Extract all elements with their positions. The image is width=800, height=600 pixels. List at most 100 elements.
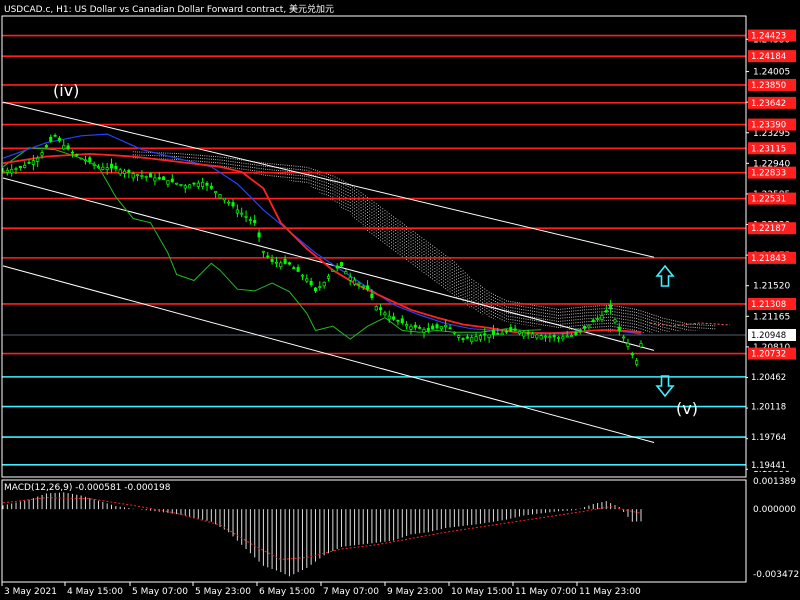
candle-body xyxy=(539,335,543,340)
candle-body xyxy=(622,336,626,339)
candle-body xyxy=(591,319,595,323)
candle-body xyxy=(387,315,391,320)
candle-body xyxy=(188,184,192,189)
level-badge-bg xyxy=(748,166,796,179)
candle-body xyxy=(83,159,88,162)
time-tick-label: 11 May 07:00 xyxy=(515,587,577,597)
main-panel-border xyxy=(1,15,747,478)
level-badges: 1.24423 1.24184 1.23850 1.23642 1.23390 1.231… xyxy=(748,29,796,471)
candle-body xyxy=(565,335,569,338)
candle-body xyxy=(44,145,48,148)
level-badge-bg xyxy=(748,370,796,383)
candle-body xyxy=(361,285,365,288)
level-badge-text: 1.22187 xyxy=(751,224,786,234)
macd-tick-label: 0.001389 xyxy=(753,477,796,487)
candle-body xyxy=(114,166,118,169)
candle-body xyxy=(92,163,96,166)
candle-body xyxy=(530,333,535,338)
hollow-up-arrow-icon xyxy=(655,264,675,287)
candle-body xyxy=(53,135,57,137)
candle-body xyxy=(348,276,352,281)
candle-body xyxy=(118,169,122,175)
price-tick-label: 1.22940 xyxy=(753,159,790,169)
candle-body xyxy=(431,325,435,330)
time-tick-label: 5 May 23:00 xyxy=(195,587,251,597)
candle-body xyxy=(14,168,18,170)
candle-body xyxy=(491,329,495,335)
time-tick-label: 7 May 07:00 xyxy=(323,587,379,597)
time-tick-label: 10 May 15:00 xyxy=(451,587,513,597)
candle-body xyxy=(383,312,387,316)
price-tick-label: 1.21165 xyxy=(753,312,790,322)
macd-panel-border xyxy=(1,479,747,583)
candle-body xyxy=(157,177,161,180)
level-badge-text: 1.23850 xyxy=(751,81,786,91)
candle-body xyxy=(600,315,604,320)
macd-label: MACD(12,26,9) -0.000581 -0.000198 xyxy=(4,483,171,493)
candle-body xyxy=(240,212,244,215)
candle-body xyxy=(474,336,478,342)
candle-body xyxy=(353,279,357,285)
candle-body xyxy=(131,173,135,179)
candle-body xyxy=(413,324,417,328)
chart-title: USDCAD.c, H1: US Dollar vs Canadian Doll… xyxy=(4,3,334,15)
candle-body xyxy=(79,157,83,160)
candle-body xyxy=(392,316,396,320)
level-badge-bg xyxy=(748,328,796,341)
candle-body xyxy=(305,278,309,282)
macd-tick-label: 0.000000 xyxy=(753,505,796,515)
candle-body xyxy=(322,281,326,287)
candle-body xyxy=(209,186,213,189)
candle-body xyxy=(309,280,313,286)
candle-body xyxy=(583,325,587,329)
candle-body xyxy=(300,274,305,277)
candle-body xyxy=(561,336,565,340)
candle-body xyxy=(344,271,348,275)
candle-body xyxy=(596,318,600,321)
level-badge-text: 1.20732 xyxy=(751,350,786,360)
candle-body xyxy=(400,318,404,324)
candle-body xyxy=(140,175,144,177)
level-badge-text: 1.23390 xyxy=(751,121,786,131)
candle-body xyxy=(231,202,235,207)
time-tick-label: 6 May 15:00 xyxy=(259,587,315,597)
candle-body xyxy=(335,265,339,269)
trend-channel-lines[interactable] xyxy=(2,101,655,444)
time-tick-label: 5 May 07:00 xyxy=(132,587,188,597)
candle-body xyxy=(18,165,22,169)
candle-body xyxy=(227,201,231,204)
candle-body xyxy=(127,170,131,173)
candle-body xyxy=(40,152,44,156)
candle-body xyxy=(201,181,205,187)
candle-body xyxy=(439,326,443,330)
candle-body xyxy=(283,258,287,264)
candle-body xyxy=(574,332,578,336)
candle-body xyxy=(175,182,179,185)
candle-body xyxy=(461,338,465,340)
candle-body xyxy=(587,324,591,328)
candle-body xyxy=(214,191,218,193)
candle-body xyxy=(500,332,504,336)
candle-body xyxy=(244,215,248,218)
candle-body xyxy=(196,182,200,187)
channel-line xyxy=(2,101,655,258)
candle-body xyxy=(313,287,318,292)
candle-body xyxy=(418,327,422,329)
candle-body xyxy=(339,262,344,267)
candle-body xyxy=(170,178,174,183)
candle-body xyxy=(635,360,639,365)
time-axis: 3 May 2021 4 May 15:00 5 May 07:00 5 May 23… xyxy=(1,582,641,597)
candle-body xyxy=(517,331,522,334)
candle-body xyxy=(153,177,157,182)
candle-body xyxy=(205,182,209,186)
candle-body xyxy=(10,169,14,174)
candle-body xyxy=(70,151,74,154)
candle-body xyxy=(326,275,331,279)
candle-body xyxy=(552,335,556,338)
level-badge-text: 1.23642 xyxy=(751,99,786,109)
time-tick-label: 4 May 15:00 xyxy=(67,587,123,597)
level-badge-bg xyxy=(748,251,796,264)
candle-body xyxy=(379,307,383,310)
candle-body xyxy=(248,219,252,221)
